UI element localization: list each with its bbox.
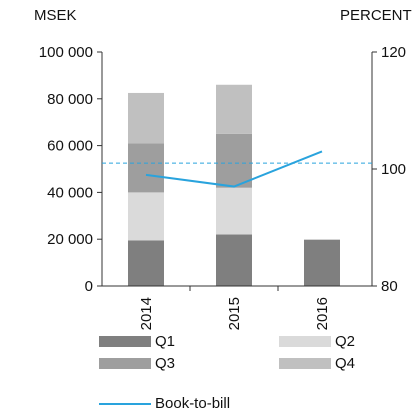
bars-layer <box>128 84 340 286</box>
left-axis-unit: MSEK <box>34 7 77 24</box>
bar-q1-2015 <box>216 234 252 286</box>
bar-q1-2016 <box>304 239 340 286</box>
legend-label-q2: Q2 <box>335 333 356 350</box>
left-axis-tick-label: 100 000 <box>39 44 93 61</box>
bar-q3-2015 <box>216 133 252 188</box>
legend-label-book-to-bill: Book-to-bill <box>155 395 231 412</box>
legend-item-q4: Q4 <box>279 356 355 371</box>
right-axis-tick-label: 120 <box>381 44 406 61</box>
legend-line-book-to-bill <box>99 402 151 405</box>
legend-item-q3: Q3 <box>99 356 175 371</box>
book-to-bill-line <box>145 150 323 188</box>
bar-q2-2015 <box>216 187 252 235</box>
legend-label-q3: Q3 <box>155 355 176 372</box>
legend-item-book-to-bill: Book-to-bill <box>99 396 230 411</box>
legend-swatch-q1 <box>99 336 151 347</box>
right-axis-tick-label: 80 <box>381 278 398 295</box>
x-axis-tick-label: 2016 <box>314 297 331 330</box>
legend-label-q1: Q1 <box>155 333 176 350</box>
legend-label-q4: Q4 <box>335 355 356 372</box>
bar-q2-2014 <box>128 192 164 241</box>
left-axis-tick-label: 20 000 <box>47 231 93 248</box>
left-axis-tick-label: 80 000 <box>47 91 93 108</box>
legend-swatch-q3 <box>99 358 151 369</box>
legend-swatch-q2 <box>279 336 331 347</box>
left-axis-tick-label: 60 000 <box>47 138 93 155</box>
legend-item-q2: Q2 <box>279 334 355 349</box>
bar-q3-2014 <box>128 143 164 193</box>
bar-q4-2014 <box>128 92 164 144</box>
bar-q1-2014 <box>128 240 164 286</box>
bar-q4-2015 <box>216 84 252 134</box>
left-axis-tick-label: 40 000 <box>47 184 93 201</box>
legend-swatch-q4 <box>279 358 331 369</box>
right-axis-unit: PERCENT <box>340 7 412 24</box>
lines-layer <box>102 150 372 188</box>
axes-layer: 0 20 000 40 000 60 000 80 000 100 000 80 100 120… <box>39 44 406 330</box>
left-axis-tick-label: 0 <box>85 278 93 295</box>
x-axis-tick-label: 2015 <box>226 297 243 330</box>
right-axis-tick-label: 100 <box>381 161 406 178</box>
x-axis-tick-label: 2014 <box>138 297 155 330</box>
legend-item-q1: Q1 <box>99 334 175 349</box>
